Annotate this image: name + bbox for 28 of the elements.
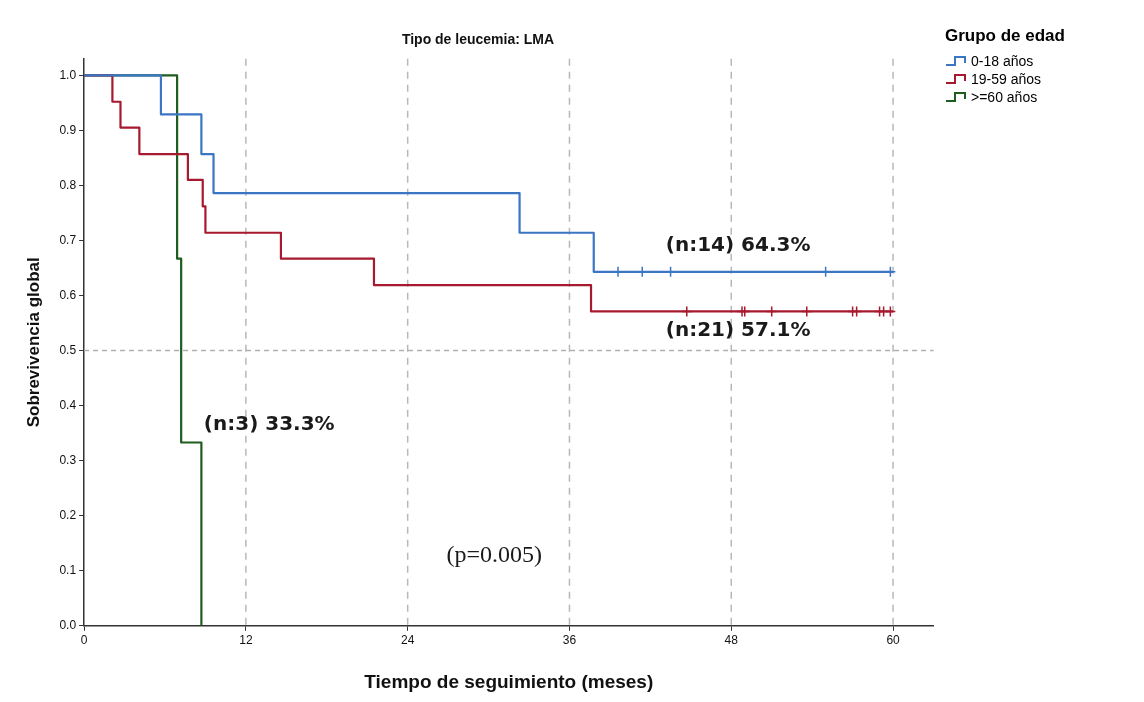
y-tick-label: 0.4 (59, 397, 77, 412)
legend-label: 0-18 años (971, 53, 1034, 69)
x-axis-title: Tiempo de seguimiento (meses) (364, 670, 654, 692)
chart-title: Tipo de leucemia: LMA (401, 31, 555, 48)
annotation: (n:14) 64.3% (665, 232, 811, 257)
x-tick-label: 36 (562, 633, 577, 648)
legend-label: 19-59 años (971, 71, 1042, 87)
x-tick-label: 12 (239, 633, 253, 648)
legend-label: >=60 años (971, 89, 1038, 105)
x-tick-label: 24 (400, 633, 415, 648)
y-tick-label: 0.2 (59, 508, 77, 523)
y-tick-label: 0.5 (59, 342, 77, 357)
x-tick-label: 60 (886, 633, 901, 648)
x-tick-label: 0 (80, 633, 88, 648)
annotation: (n:21) 57.1% (665, 317, 811, 342)
y-axis-title: Sobrevivencia global (23, 257, 43, 428)
legend-title: Grupo de edad (945, 26, 1065, 46)
y-tick-label: 0.6 (59, 287, 77, 302)
y-tick-label: 0.9 (59, 122, 77, 137)
y-tick-label: 0.8 (59, 177, 77, 192)
y-tick-label: 0.1 (59, 563, 77, 578)
x-tick-label: 48 (724, 633, 739, 648)
annotation: (n:3) 33.3% (203, 410, 335, 435)
annotation: (p=0.005) (446, 541, 543, 568)
y-tick-label: 0.3 (59, 452, 77, 467)
y-tick-label: 0.7 (59, 232, 77, 247)
y-tick-label: 0.0 (59, 618, 77, 633)
y-tick-label: 1.0 (59, 67, 77, 82)
